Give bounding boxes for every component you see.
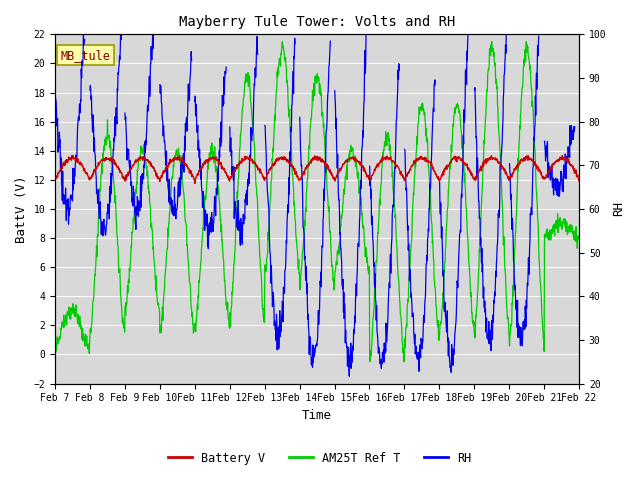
Y-axis label: RH: RH <box>612 202 625 216</box>
Legend: Battery V, AM25T Ref T, RH: Battery V, AM25T Ref T, RH <box>164 447 476 469</box>
Text: MB_tule: MB_tule <box>60 49 110 62</box>
X-axis label: Time: Time <box>302 409 332 422</box>
Title: Mayberry Tule Tower: Volts and RH: Mayberry Tule Tower: Volts and RH <box>179 15 455 29</box>
Y-axis label: BattV (V): BattV (V) <box>15 175 28 243</box>
